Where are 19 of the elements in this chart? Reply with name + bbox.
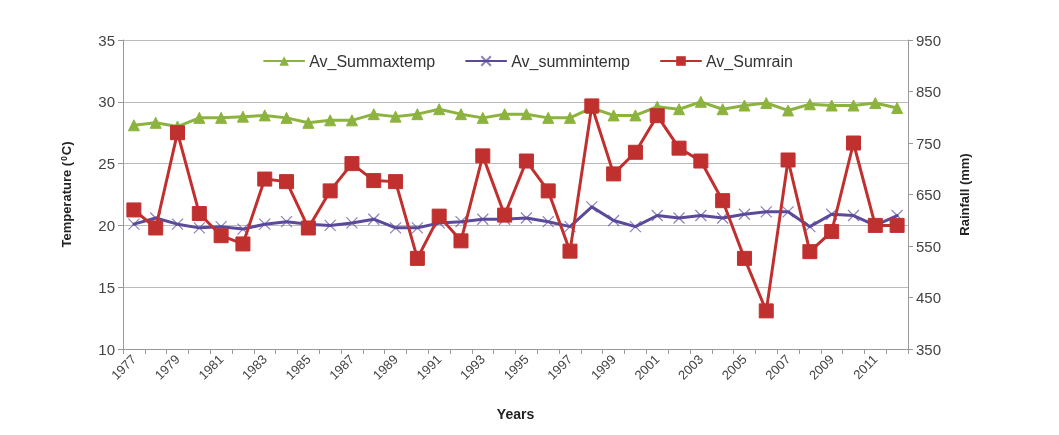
y-axis-title: Temperature (0C) xyxy=(59,141,74,248)
y2-tick-label: 350 xyxy=(916,340,942,358)
y2-tick-label: 450 xyxy=(916,289,942,306)
legend-label: Av_Sumrain xyxy=(705,52,793,71)
y-tick-label: 15 xyxy=(98,278,115,296)
y2-axis-title: Rainfall (mm) xyxy=(957,153,972,236)
y-tick-label: 20 xyxy=(98,216,115,234)
y-tick-label: 10 xyxy=(98,340,115,358)
legend-label: Av_Summaxtemp xyxy=(309,52,436,71)
y-tick-label: 30 xyxy=(98,93,115,111)
y2-tick-label: 750 xyxy=(916,134,942,152)
y-tick-label: 35 xyxy=(98,31,115,49)
legend-label: Av_summintemp xyxy=(511,52,631,71)
y2-tick-label: 650 xyxy=(916,186,942,203)
y2-tick-label: 950 xyxy=(916,31,942,49)
x-axis-title: Years xyxy=(496,406,535,422)
y2-tick-label: 550 xyxy=(916,237,942,255)
y2-tick-label: 850 xyxy=(916,83,942,100)
y-tick-label: 25 xyxy=(98,155,115,173)
